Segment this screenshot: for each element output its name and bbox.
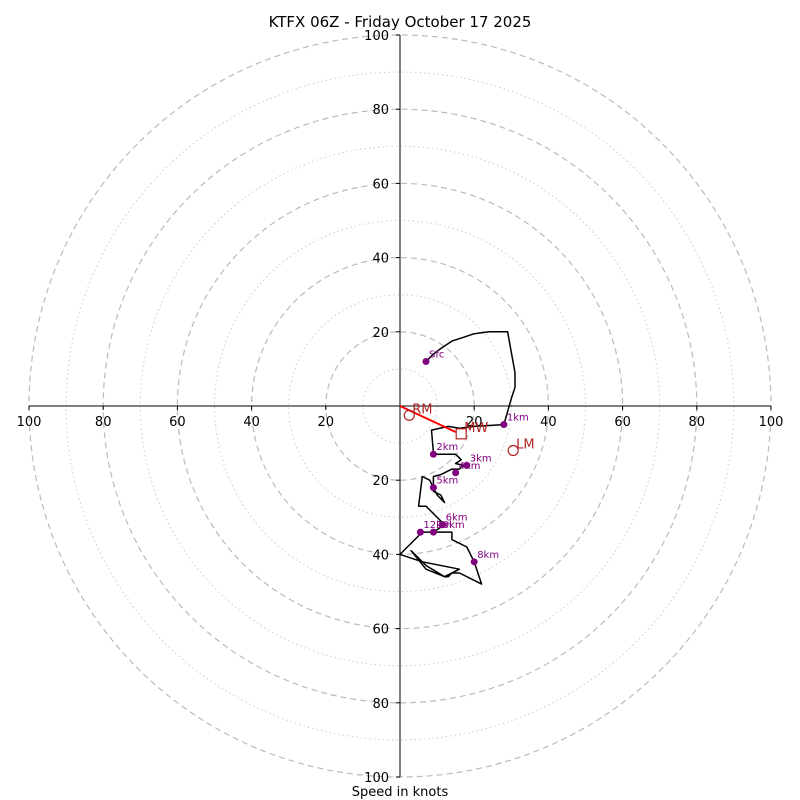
height-marker-dot (429, 484, 437, 492)
height-marker-dot (429, 450, 437, 458)
x-tick-label: 40 (243, 415, 260, 430)
storm-marker-label: RM (412, 402, 432, 417)
y-tick-label: 100 (364, 771, 389, 786)
y-tick-label: 80 (372, 697, 389, 712)
height-marker-label: 2km (436, 442, 458, 453)
height-marker-label: 6km (446, 513, 468, 524)
height-marker-dot (452, 469, 460, 477)
height-marker-label: 4km (459, 461, 481, 472)
y-tick-label: 60 (372, 177, 389, 192)
height-marker-label: 8km (477, 550, 499, 561)
y-tick-label: 40 (372, 252, 389, 267)
series-line-wind-profile (399, 331, 516, 585)
chart-title: KTFX 06Z - Friday October 17 2025 (269, 13, 532, 31)
storm-marker-label: MW (464, 421, 488, 436)
x-tick-label: 20 (318, 415, 335, 430)
hodograph-lines (399, 331, 516, 585)
storm-marker-square (455, 428, 467, 440)
y-tick-label: 20 (372, 326, 389, 341)
y-tick-label: 60 (372, 623, 389, 638)
height-marker-label: Sfc (429, 349, 444, 360)
height-marker-dot (439, 521, 447, 529)
storm-marker-label: LM (516, 438, 534, 453)
x-tick-label: 80 (689, 415, 706, 430)
x-tick-label: 80 (95, 415, 112, 430)
y-tick-label: 100 (364, 29, 389, 44)
height-marker-dot (422, 357, 430, 365)
height-marker-dot (463, 461, 471, 469)
storm-marker-circle (403, 409, 415, 421)
x-tick-label: 40 (540, 415, 557, 430)
y-tick-label: 80 (372, 103, 389, 118)
x-tick-labels: 100 80 60 40 20 20 40 60 80 100 (17, 406, 784, 430)
height-marker-label: 1km (507, 413, 529, 424)
height-marker-dot (429, 528, 437, 536)
height-marker-label: 10km (436, 520, 464, 531)
x-axis-label: Speed in knots (352, 785, 449, 800)
y-tick-labels: 100 80 60 40 20 20 40 60 80 100 (364, 29, 400, 786)
height-marker-label: 12km (423, 520, 451, 531)
x-tick-label: 100 (759, 415, 784, 430)
storm-motion-markers: RM MW LM (403, 402, 535, 457)
height-marker-dot (416, 528, 424, 536)
x-tick-label: 60 (169, 415, 186, 430)
height-marker-label: 3km (470, 453, 492, 464)
x-tick-label: 100 (17, 415, 42, 430)
height-marker-label: 5km (436, 476, 458, 487)
x-tick-label: 60 (614, 415, 631, 430)
storm-marker-circle (507, 444, 519, 457)
height-marker-dot (470, 558, 478, 566)
y-tick-label: 40 (372, 548, 389, 563)
y-tick-label: 20 (372, 474, 389, 489)
height-marker-dot (500, 421, 508, 429)
